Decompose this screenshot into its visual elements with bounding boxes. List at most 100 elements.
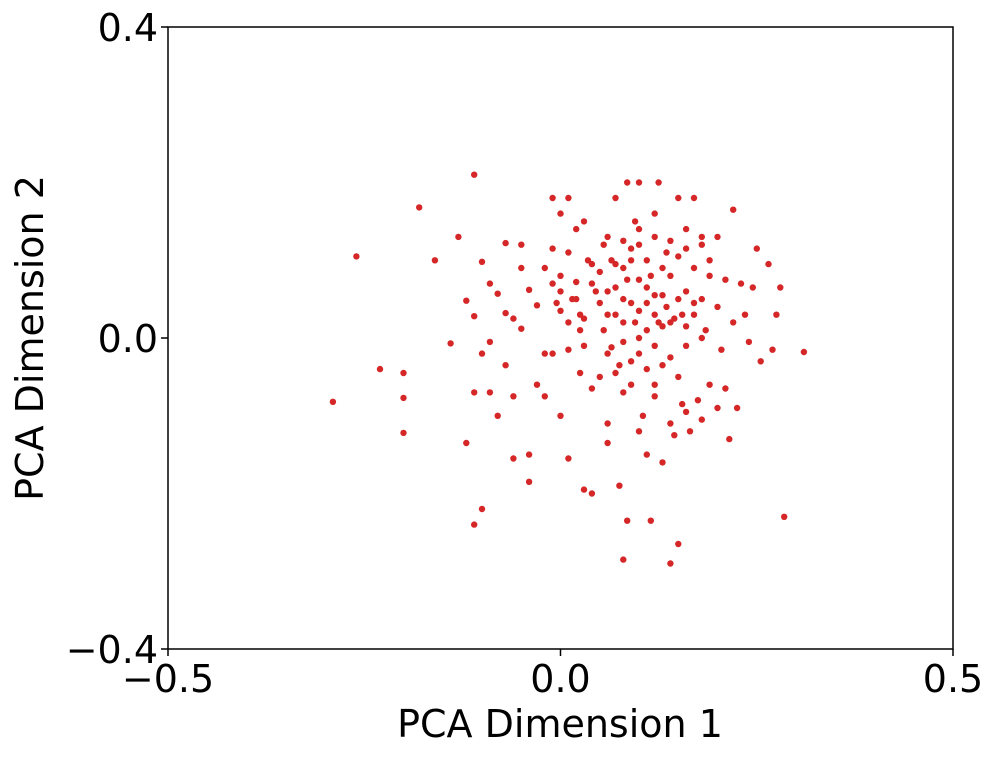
data-point bbox=[733, 404, 741, 412]
y-tick-label: 0.4 bbox=[98, 6, 158, 50]
data-point bbox=[533, 302, 541, 309]
data-point bbox=[580, 486, 588, 493]
data-point bbox=[518, 264, 525, 272]
data-point bbox=[663, 303, 670, 311]
data-point bbox=[541, 393, 548, 400]
data-point bbox=[494, 290, 501, 297]
data-point bbox=[557, 272, 564, 279]
x-tick-label: 0.5 bbox=[923, 657, 983, 701]
data-point bbox=[651, 381, 658, 388]
data-point bbox=[675, 373, 682, 381]
data-point bbox=[431, 257, 439, 264]
data-point bbox=[698, 295, 705, 303]
data-point bbox=[694, 397, 702, 404]
data-point bbox=[639, 412, 647, 419]
data-point bbox=[714, 233, 721, 241]
data-point bbox=[765, 260, 772, 268]
data-point bbox=[549, 280, 556, 287]
data-point bbox=[533, 381, 541, 388]
data-point bbox=[635, 276, 643, 283]
data-point bbox=[741, 311, 749, 318]
data-point bbox=[698, 241, 705, 248]
data-point bbox=[620, 556, 627, 563]
data-point bbox=[553, 299, 560, 307]
data-point bbox=[800, 348, 808, 356]
data-point bbox=[624, 179, 631, 186]
data-point bbox=[596, 299, 603, 307]
data-point bbox=[667, 354, 674, 361]
data-point bbox=[777, 284, 784, 291]
data-point bbox=[745, 338, 753, 346]
data-point bbox=[557, 288, 564, 295]
data-point bbox=[588, 260, 596, 268]
data-point bbox=[463, 297, 470, 304]
data-point bbox=[655, 319, 662, 326]
data-point bbox=[588, 490, 596, 497]
data-point bbox=[706, 272, 713, 279]
data-point bbox=[612, 284, 619, 291]
data-point bbox=[627, 245, 635, 252]
data-point bbox=[565, 194, 572, 202]
data-point bbox=[682, 225, 690, 233]
data-point bbox=[400, 394, 407, 402]
data-point bbox=[592, 288, 599, 295]
data-point bbox=[682, 408, 690, 416]
data-point bbox=[549, 350, 556, 357]
data-point bbox=[667, 560, 674, 567]
data-point bbox=[463, 439, 470, 447]
data-point bbox=[588, 385, 596, 392]
data-point bbox=[781, 513, 788, 520]
data-point bbox=[510, 393, 517, 400]
data-point bbox=[620, 389, 627, 396]
data-point bbox=[400, 369, 407, 377]
data-point bbox=[455, 233, 462, 241]
data-point bbox=[651, 393, 658, 400]
data-point bbox=[643, 284, 650, 291]
data-point bbox=[643, 365, 650, 373]
data-point bbox=[686, 428, 694, 435]
data-point bbox=[525, 478, 533, 485]
data-point bbox=[757, 358, 764, 365]
data-point bbox=[714, 303, 721, 311]
data-point bbox=[722, 385, 729, 392]
data-point bbox=[737, 280, 745, 287]
data-point bbox=[576, 311, 584, 318]
data-point bbox=[525, 451, 533, 458]
data-point bbox=[730, 206, 737, 213]
data-point bbox=[549, 194, 556, 202]
data-point bbox=[706, 381, 713, 388]
data-point bbox=[604, 420, 611, 427]
data-point bbox=[651, 292, 658, 299]
data-point bbox=[565, 455, 572, 462]
data-point bbox=[510, 455, 517, 462]
data-point bbox=[573, 295, 580, 303]
data-point bbox=[624, 276, 631, 283]
data-point bbox=[643, 327, 650, 334]
data-point bbox=[620, 264, 627, 272]
data-point bbox=[502, 362, 509, 369]
data-point bbox=[698, 233, 705, 241]
data-point bbox=[620, 295, 627, 303]
data-point bbox=[690, 194, 698, 202]
data-point bbox=[557, 307, 564, 314]
data-point bbox=[773, 311, 780, 318]
data-point bbox=[714, 404, 721, 412]
data-point bbox=[682, 245, 690, 252]
data-point bbox=[659, 362, 666, 369]
data-point bbox=[698, 334, 705, 342]
data-point bbox=[518, 241, 525, 248]
data-point bbox=[580, 218, 588, 225]
data-point bbox=[675, 253, 682, 260]
data-point bbox=[525, 286, 533, 293]
data-point bbox=[541, 350, 548, 357]
data-point bbox=[631, 319, 639, 326]
data-point bbox=[616, 482, 623, 489]
data-point bbox=[643, 299, 650, 307]
data-point bbox=[647, 517, 654, 524]
data-point bbox=[651, 210, 658, 217]
data-point bbox=[643, 451, 650, 458]
data-point bbox=[478, 258, 486, 265]
data-point bbox=[620, 237, 627, 244]
data-point bbox=[627, 299, 635, 307]
